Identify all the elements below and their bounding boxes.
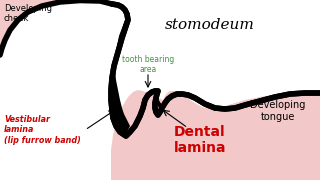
Text: stomodeum: stomodeum [165, 18, 255, 32]
Text: Dental
lamina: Dental lamina [174, 125, 226, 155]
Text: tooth bearing
area: tooth bearing area [122, 55, 174, 74]
Text: Vestibular
lamina
(lip furrow band): Vestibular lamina (lip furrow band) [4, 115, 81, 145]
Text: Developing
tongue: Developing tongue [250, 100, 306, 122]
Text: Developing
cheek: Developing cheek [4, 4, 52, 23]
Polygon shape [111, 14, 130, 134]
Polygon shape [155, 90, 162, 111]
